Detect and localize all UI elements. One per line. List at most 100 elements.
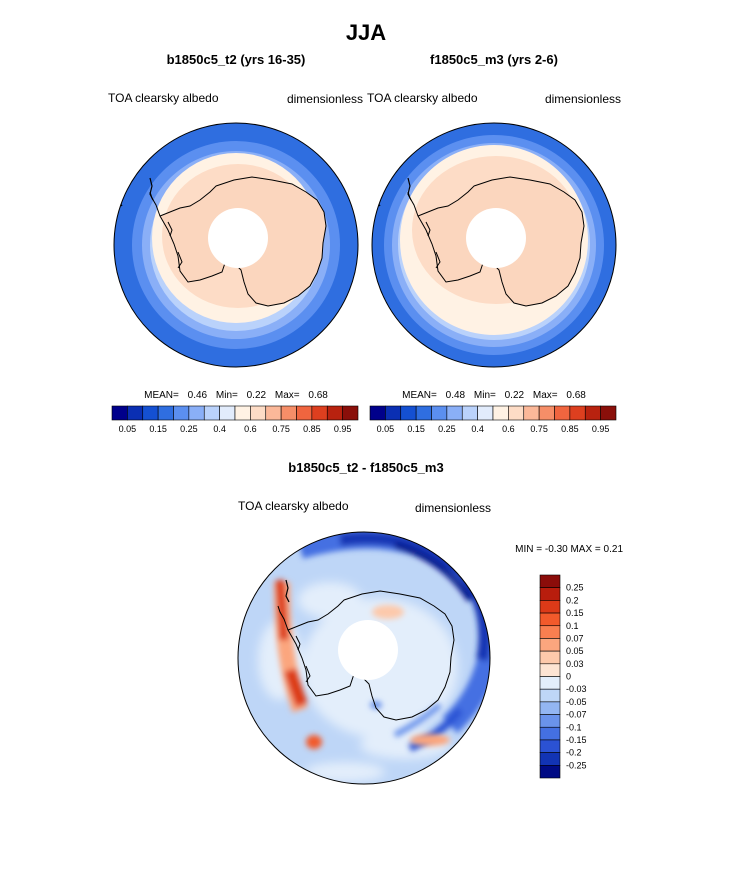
- panel-left-mean: 0.46: [188, 390, 208, 401]
- panel-left-colorbar-box-8: [234, 405, 251, 421]
- panel-diff-red-patch: [306, 735, 322, 749]
- panel-diff-colorbar-tick-label: -0.03: [566, 684, 587, 694]
- panel-right-title: f1850c5_m3 (yrs 2-6): [430, 52, 558, 67]
- panel-right-colorbar-box-12: [554, 405, 571, 421]
- panel-diff-units-label: dimensionless: [415, 501, 491, 515]
- panel-left-colorbar-tick-label: 0.95: [334, 424, 352, 434]
- panel-diff-colorbar-tick-label: -0.05: [566, 697, 587, 707]
- panel-diff-colorbar-box-1: [539, 587, 561, 601]
- panel-diff-colorbar-tick-label: 0.1: [566, 621, 579, 631]
- panel-left-colorbar-box-15: [342, 405, 359, 421]
- panel-right-colorbar-tick-label: 0.85: [561, 424, 579, 434]
- panel-diff-colorbar-tick-label: 0.03: [566, 659, 584, 669]
- panel-diff-band-inner: [275, 579, 289, 641]
- panel-right-colorbar-box-1: [385, 405, 402, 421]
- panel-diff-colorbar-box-12: [539, 726, 561, 741]
- panel-right-min: 0.22: [505, 390, 525, 401]
- panel-right-colorbar-box-4: [431, 405, 448, 421]
- panel-diff-colorbar-tick-label: 0.25: [566, 583, 584, 593]
- panel-right-colorbar-tick-label: 0.4: [471, 424, 484, 434]
- panel-diff-colorbar-tick-label: -0.15: [566, 735, 587, 745]
- panel-left-colorbar-box-14: [326, 405, 343, 421]
- panel-left-colorbar-box-11: [280, 405, 297, 421]
- panel-left-max-label: Max=: [275, 390, 300, 401]
- panel-diff-colorbar-box-0: [539, 574, 561, 588]
- panel-left-colorbar-tick-label: 0.05: [119, 424, 137, 434]
- panel-left-colorbar-tick-label: 0.4: [213, 424, 226, 434]
- panel-right-colorbar-tick-label: 0.6: [502, 424, 515, 434]
- panel-diff-map: [238, 532, 490, 784]
- panel-right-colorbar-tick-label: 0.15: [407, 424, 425, 434]
- panel-left-colorbar: 0.05 0.15 0.25 0.4 0.6 0.75 0.85 0.95: [111, 405, 359, 434]
- panel-diff-peninsula: [277, 605, 311, 683]
- panel-left-variable-label: TOA clearsky albedo: [108, 91, 219, 105]
- panel-diff-colorbar-tick-label: -0.1: [566, 722, 582, 732]
- panel-diff-colorbar-box-7: [539, 663, 561, 677]
- panel-right: f1850c5_m3 (yrs 2-6) TOA clearsky albedo…: [367, 52, 621, 434]
- panel-left-colorbar-tick-label: 0.75: [272, 424, 290, 434]
- panel-diff-colorbar-box-2: [539, 600, 561, 614]
- panel-diff-colorbar-box-3: [539, 612, 561, 627]
- panel-right-mean-label: MEAN=: [402, 390, 437, 401]
- panel-left-colorbar-box-7: [219, 405, 236, 421]
- panel-right-colorbar-box-14: [584, 405, 601, 421]
- panel-right-colorbar-box-3: [415, 405, 432, 421]
- panel-diff-colorbar-box-14: [539, 752, 561, 766]
- panel-right-colorbar-box-7: [477, 405, 494, 421]
- page-title: JJA: [346, 20, 386, 45]
- panel-right-map-border: [371, 122, 617, 368]
- panel-diff-colorbar-box-9: [539, 688, 561, 703]
- panel-right-colorbar-box-5: [446, 405, 463, 421]
- panel-diff-map-border: [237, 531, 491, 785]
- panel-left-title: b1850c5_t2 (yrs 16-35): [167, 52, 306, 67]
- panel-right-colorbar-tick-label: 0.75: [530, 424, 548, 434]
- panel-right-colorbar-box-15: [600, 405, 617, 421]
- panel-diff-colorbar-box-5: [539, 638, 561, 652]
- panel-left-colorbar-box-4: [173, 405, 190, 421]
- panel-diff-band-lower: [284, 668, 308, 708]
- panel-left: b1850c5_t2 (yrs 16-35) TOA clearsky albe…: [108, 52, 363, 434]
- panel-right-colorbar-box-2: [400, 405, 417, 421]
- panel-diff-title: b1850c5_t2 - f1850c5_m3: [288, 460, 443, 475]
- panel-diff-colorbar-tick-label: -0.07: [566, 710, 587, 720]
- panel-right-colorbar-box-9: [508, 405, 525, 421]
- panel-right-colorbar-box-6: [461, 405, 478, 421]
- panel-right-colorbar-tick-label: 0.25: [438, 424, 456, 434]
- panel-left-min-label: Min=: [216, 390, 238, 401]
- panel-left-colorbar-box-1: [127, 405, 144, 421]
- panel-diff-colorbar-box-8: [539, 676, 561, 690]
- panel-diff-colorbar: 0.25 0.2 0.15 0.1 0.07 0.05 0.03 0 -0.03 -0.05 -0.…: [539, 574, 587, 779]
- panel-diff-colorbar-tick-label: -0.25: [566, 760, 587, 770]
- panel-left-map: [114, 123, 358, 367]
- panel-diff-pale-patch-2: [298, 582, 362, 618]
- panel-diff-colorbar-box-15: [539, 765, 561, 779]
- panel-left-min: 0.22: [247, 390, 267, 401]
- panel-left-colorbar-box-2: [142, 405, 159, 421]
- panel-left-units-label: dimensionless: [287, 92, 363, 106]
- panel-left-colorbar-tick-label: 0.6: [244, 424, 257, 434]
- panel-left-mean-label: MEAN=: [144, 390, 179, 401]
- panel-diff-blue-spot: [370, 701, 382, 709]
- panel-right-mean: 0.48: [446, 390, 466, 401]
- panel-diff-pale-patch-5: [305, 762, 385, 782]
- panel-right-colorbar-box-11: [538, 405, 555, 421]
- panel-left-colorbar-tick-label: 0.85: [303, 424, 321, 434]
- panel-left-colorbar-tick-label: 0.15: [149, 424, 167, 434]
- panel-right-colorbar-box-0: [369, 405, 386, 421]
- panel-diff-colorbar-box-11: [539, 714, 561, 728]
- panel-diff-orange-patch: [372, 605, 404, 619]
- panel-diff-colorbar-box-4: [539, 625, 561, 639]
- panel-diff-colorbar-tick-label: 0.15: [566, 608, 584, 618]
- panel-diff: b1850c5_t2 - f1850c5_m3 TOA clearsky alb…: [237, 460, 623, 785]
- panel-left-stats: MEAN= 0.46 Min= 0.22 Max= 0.68: [144, 390, 328, 401]
- panel-right-colorbar-box-10: [523, 405, 540, 421]
- panel-left-colorbar-box-5: [188, 405, 205, 421]
- panel-right-max: 0.68: [566, 390, 586, 401]
- panel-right-colorbar: 0.05 0.15 0.25 0.4 0.6 0.75 0.85 0.95: [369, 405, 617, 434]
- panel-left-colorbar-box-6: [203, 405, 220, 421]
- panel-diff-minmax: MIN = -0.30 MAX = 0.21: [515, 544, 623, 555]
- panel-diff-arc-lower: [408, 707, 464, 752]
- panel-diff-missing-data: [338, 620, 398, 680]
- panel-left-colorbar-box-10: [265, 405, 282, 421]
